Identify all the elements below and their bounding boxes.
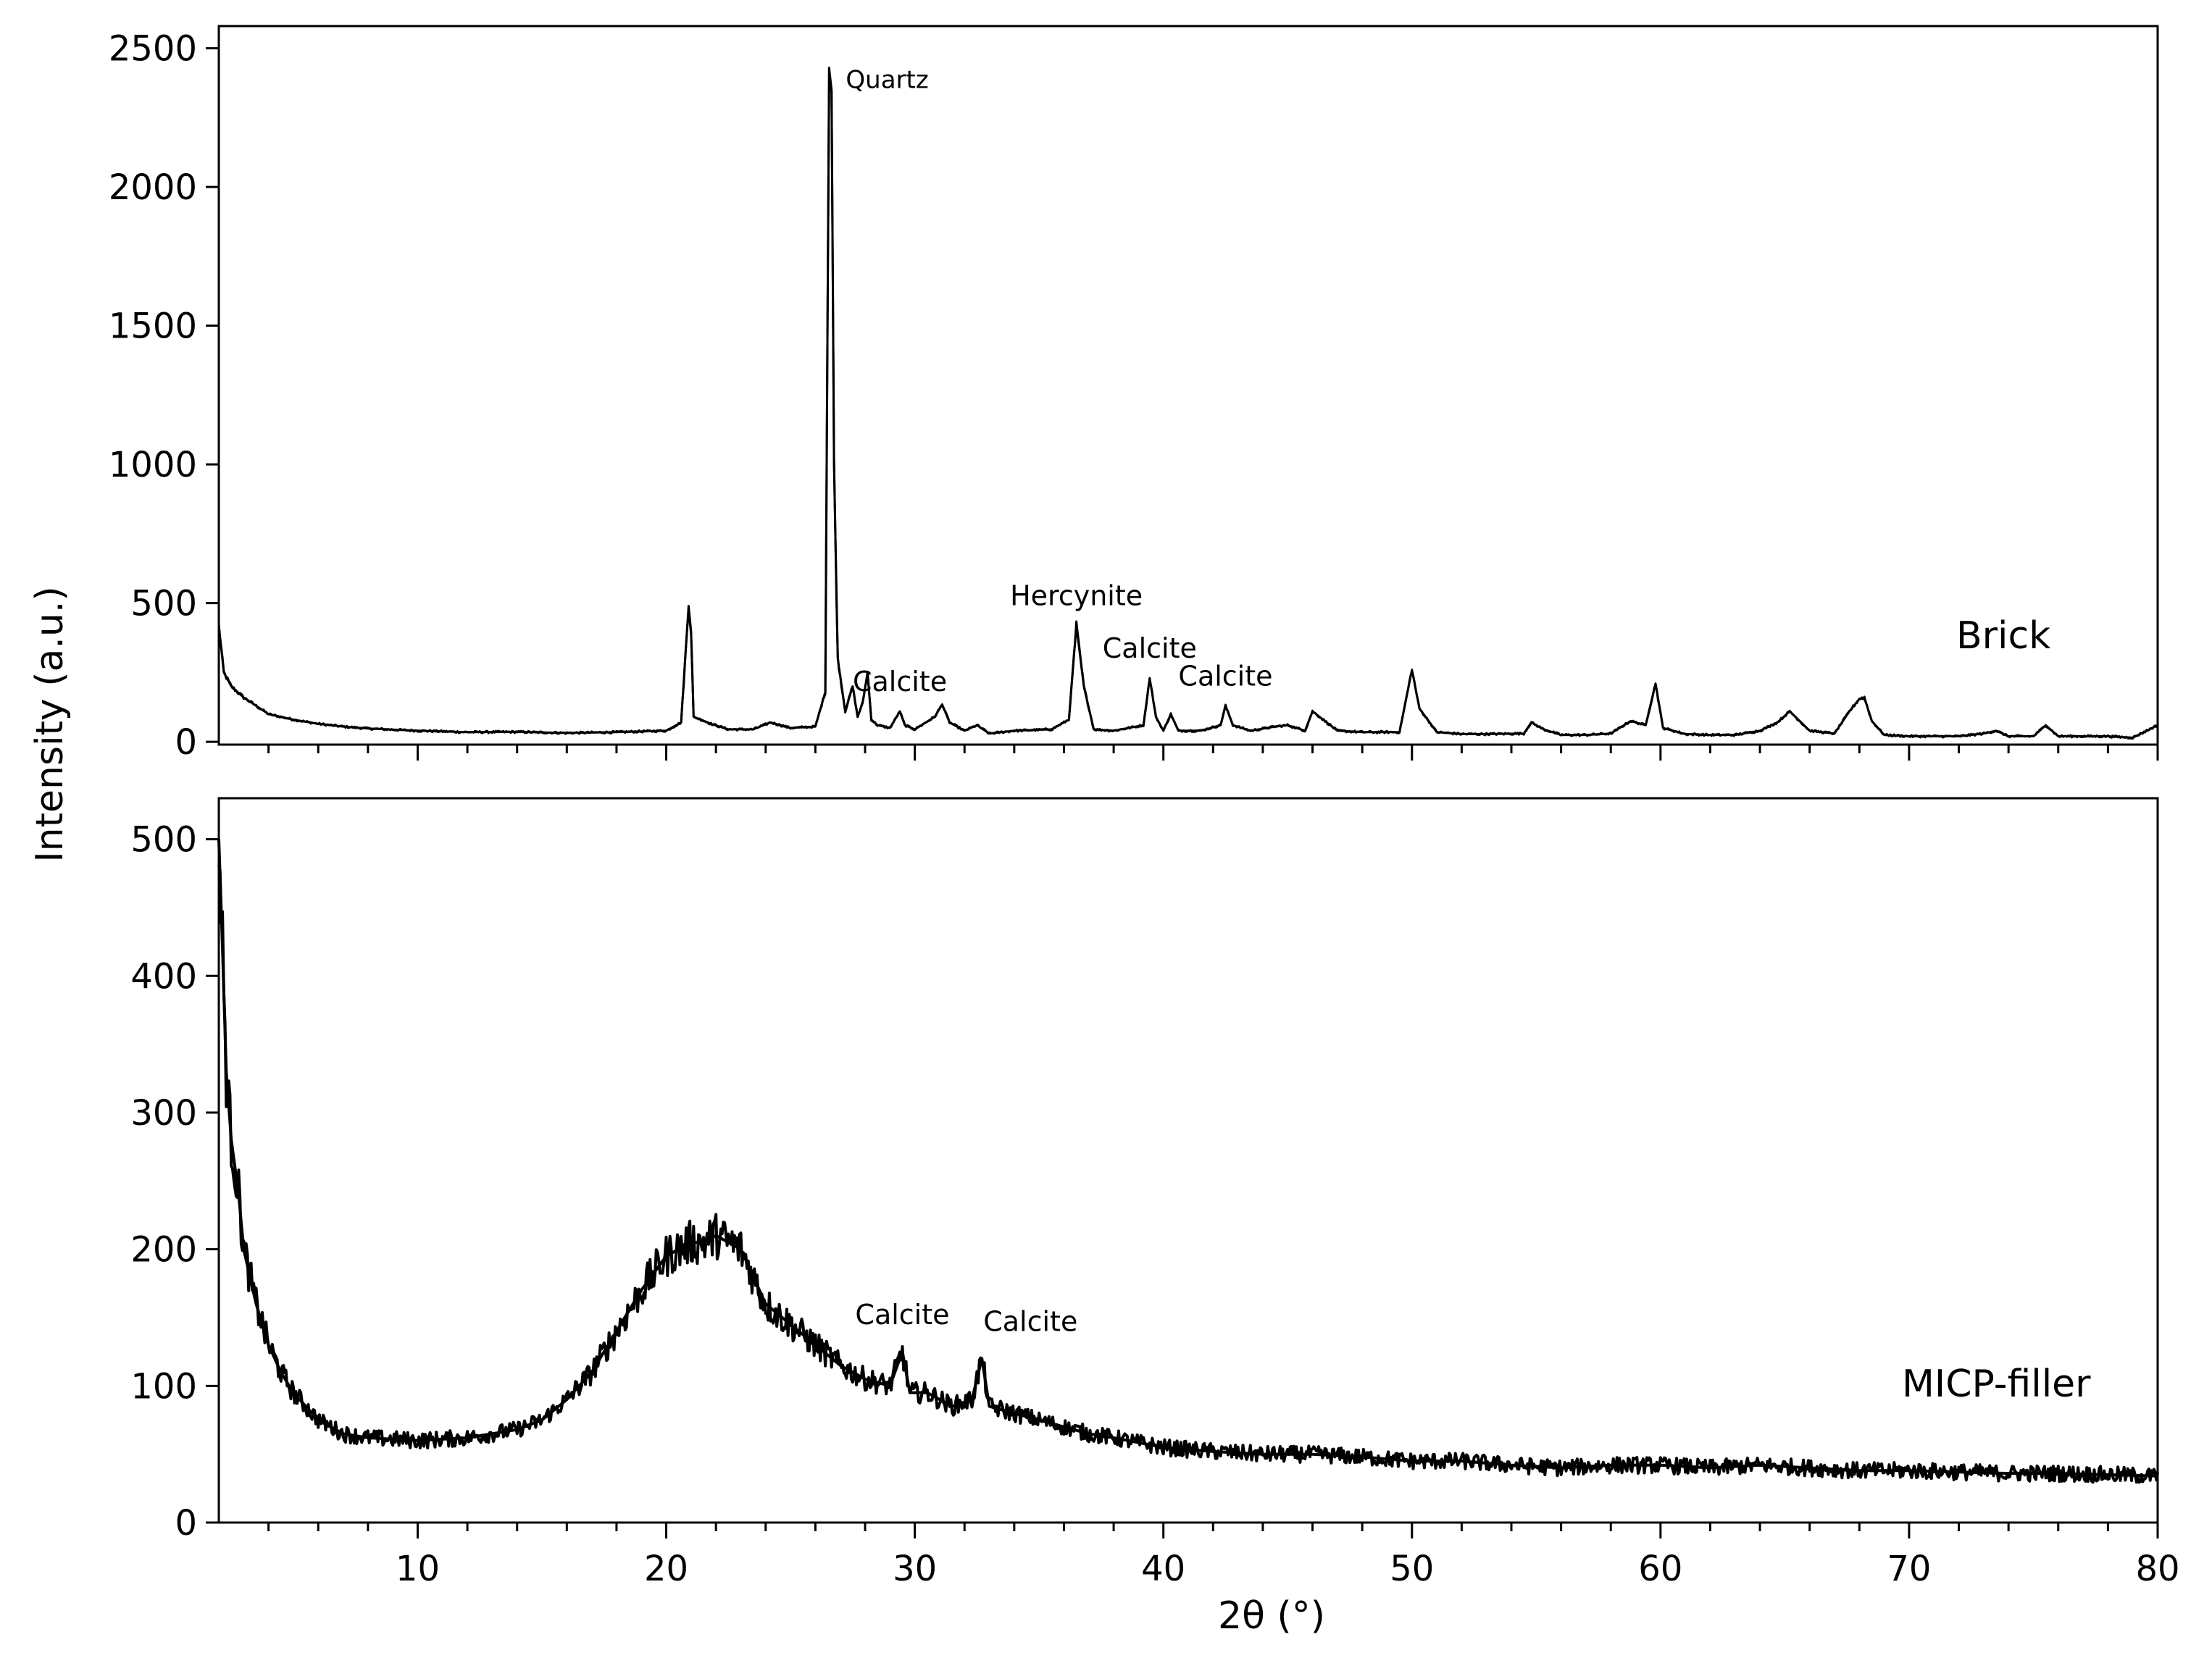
micp-y-tick-label-400: 400 bbox=[130, 956, 197, 997]
series-peaks-micp-filler bbox=[217, 839, 2158, 1478]
sample-label-brick: Brick bbox=[1956, 614, 2050, 658]
micp-y-tick-label-500: 500 bbox=[130, 820, 197, 861]
brick-plot-frame bbox=[217, 25, 2159, 746]
brick-y-tick-label-1500: 1500 bbox=[109, 306, 197, 347]
annotation-calcite-micp-1: Calcite bbox=[983, 1306, 1077, 1338]
brick-y-tick-label-2500: 2500 bbox=[109, 29, 197, 70]
x-tick-label-80: 80 bbox=[2135, 1549, 2179, 1589]
annotation-calcite-brick-3: Calcite bbox=[1103, 632, 1197, 664]
x-tick-label-30: 30 bbox=[893, 1549, 937, 1589]
brick-y-tick-label-2000: 2000 bbox=[109, 167, 197, 208]
x-tick-label-40: 40 bbox=[1141, 1549, 1185, 1589]
brick-y-tick-label-0: 0 bbox=[175, 722, 197, 763]
micp-filler-panel: 0 100 200 300 400 500 10 20 30 40 50 60 70 80 Calcite… bbox=[130, 797, 2180, 1589]
x-tick-label-60: 60 bbox=[1638, 1549, 1682, 1589]
annotation-calcite-brick-4: Calcite bbox=[1178, 660, 1272, 692]
series-line-micp-filler bbox=[217, 864, 2159, 1484]
micp-y-tick-label-100: 100 bbox=[130, 1366, 197, 1407]
annotation-hercynite-brick-2: Hercynite bbox=[1010, 579, 1143, 611]
micp-y-tick-label-200: 200 bbox=[130, 1230, 197, 1270]
annotation-quartz-brick-0: Quartz bbox=[846, 65, 928, 94]
brick-y-tick-label-1000: 1000 bbox=[109, 445, 197, 485]
x-tick-label-50: 50 bbox=[1390, 1549, 1434, 1589]
micp-y-tick-label-0: 0 bbox=[175, 1503, 197, 1544]
y-axis-label: Intensity (a.u.) bbox=[28, 586, 72, 862]
x-tick-label-20: 20 bbox=[644, 1549, 688, 1589]
x-axis-label: 2θ (°) bbox=[1218, 1594, 1325, 1638]
micp-plot-frame bbox=[217, 797, 2159, 1524]
micp-annotations: Calcite Calcite bbox=[855, 1299, 1077, 1337]
annotation-calcite-micp-0: Calcite bbox=[855, 1299, 949, 1331]
series-peaks-brick bbox=[217, 67, 2158, 739]
x-tick-label-10: 10 bbox=[396, 1549, 440, 1589]
brick-series-group bbox=[217, 67, 2159, 740]
brick-y-tick-label-500: 500 bbox=[130, 584, 197, 624]
micp-series-group bbox=[217, 839, 2159, 1484]
brick-axis-ticks: 0 500 1000 1500 2000 2500 bbox=[109, 29, 2159, 763]
x-tick-label-70: 70 bbox=[1887, 1549, 1931, 1589]
brick-panel: 0 500 1000 1500 2000 2500 Quartz Calcite Hercyn… bbox=[109, 25, 2159, 763]
micp-axis-ticks: 0 100 200 300 400 500 10 20 30 40 50 60 70 80 bbox=[130, 820, 2179, 1589]
sample-label-micp-filler: MICP-filler bbox=[1902, 1362, 2091, 1406]
micp-y-tick-label-300: 300 bbox=[130, 1093, 197, 1134]
annotation-calcite-brick-1: Calcite bbox=[853, 666, 947, 698]
